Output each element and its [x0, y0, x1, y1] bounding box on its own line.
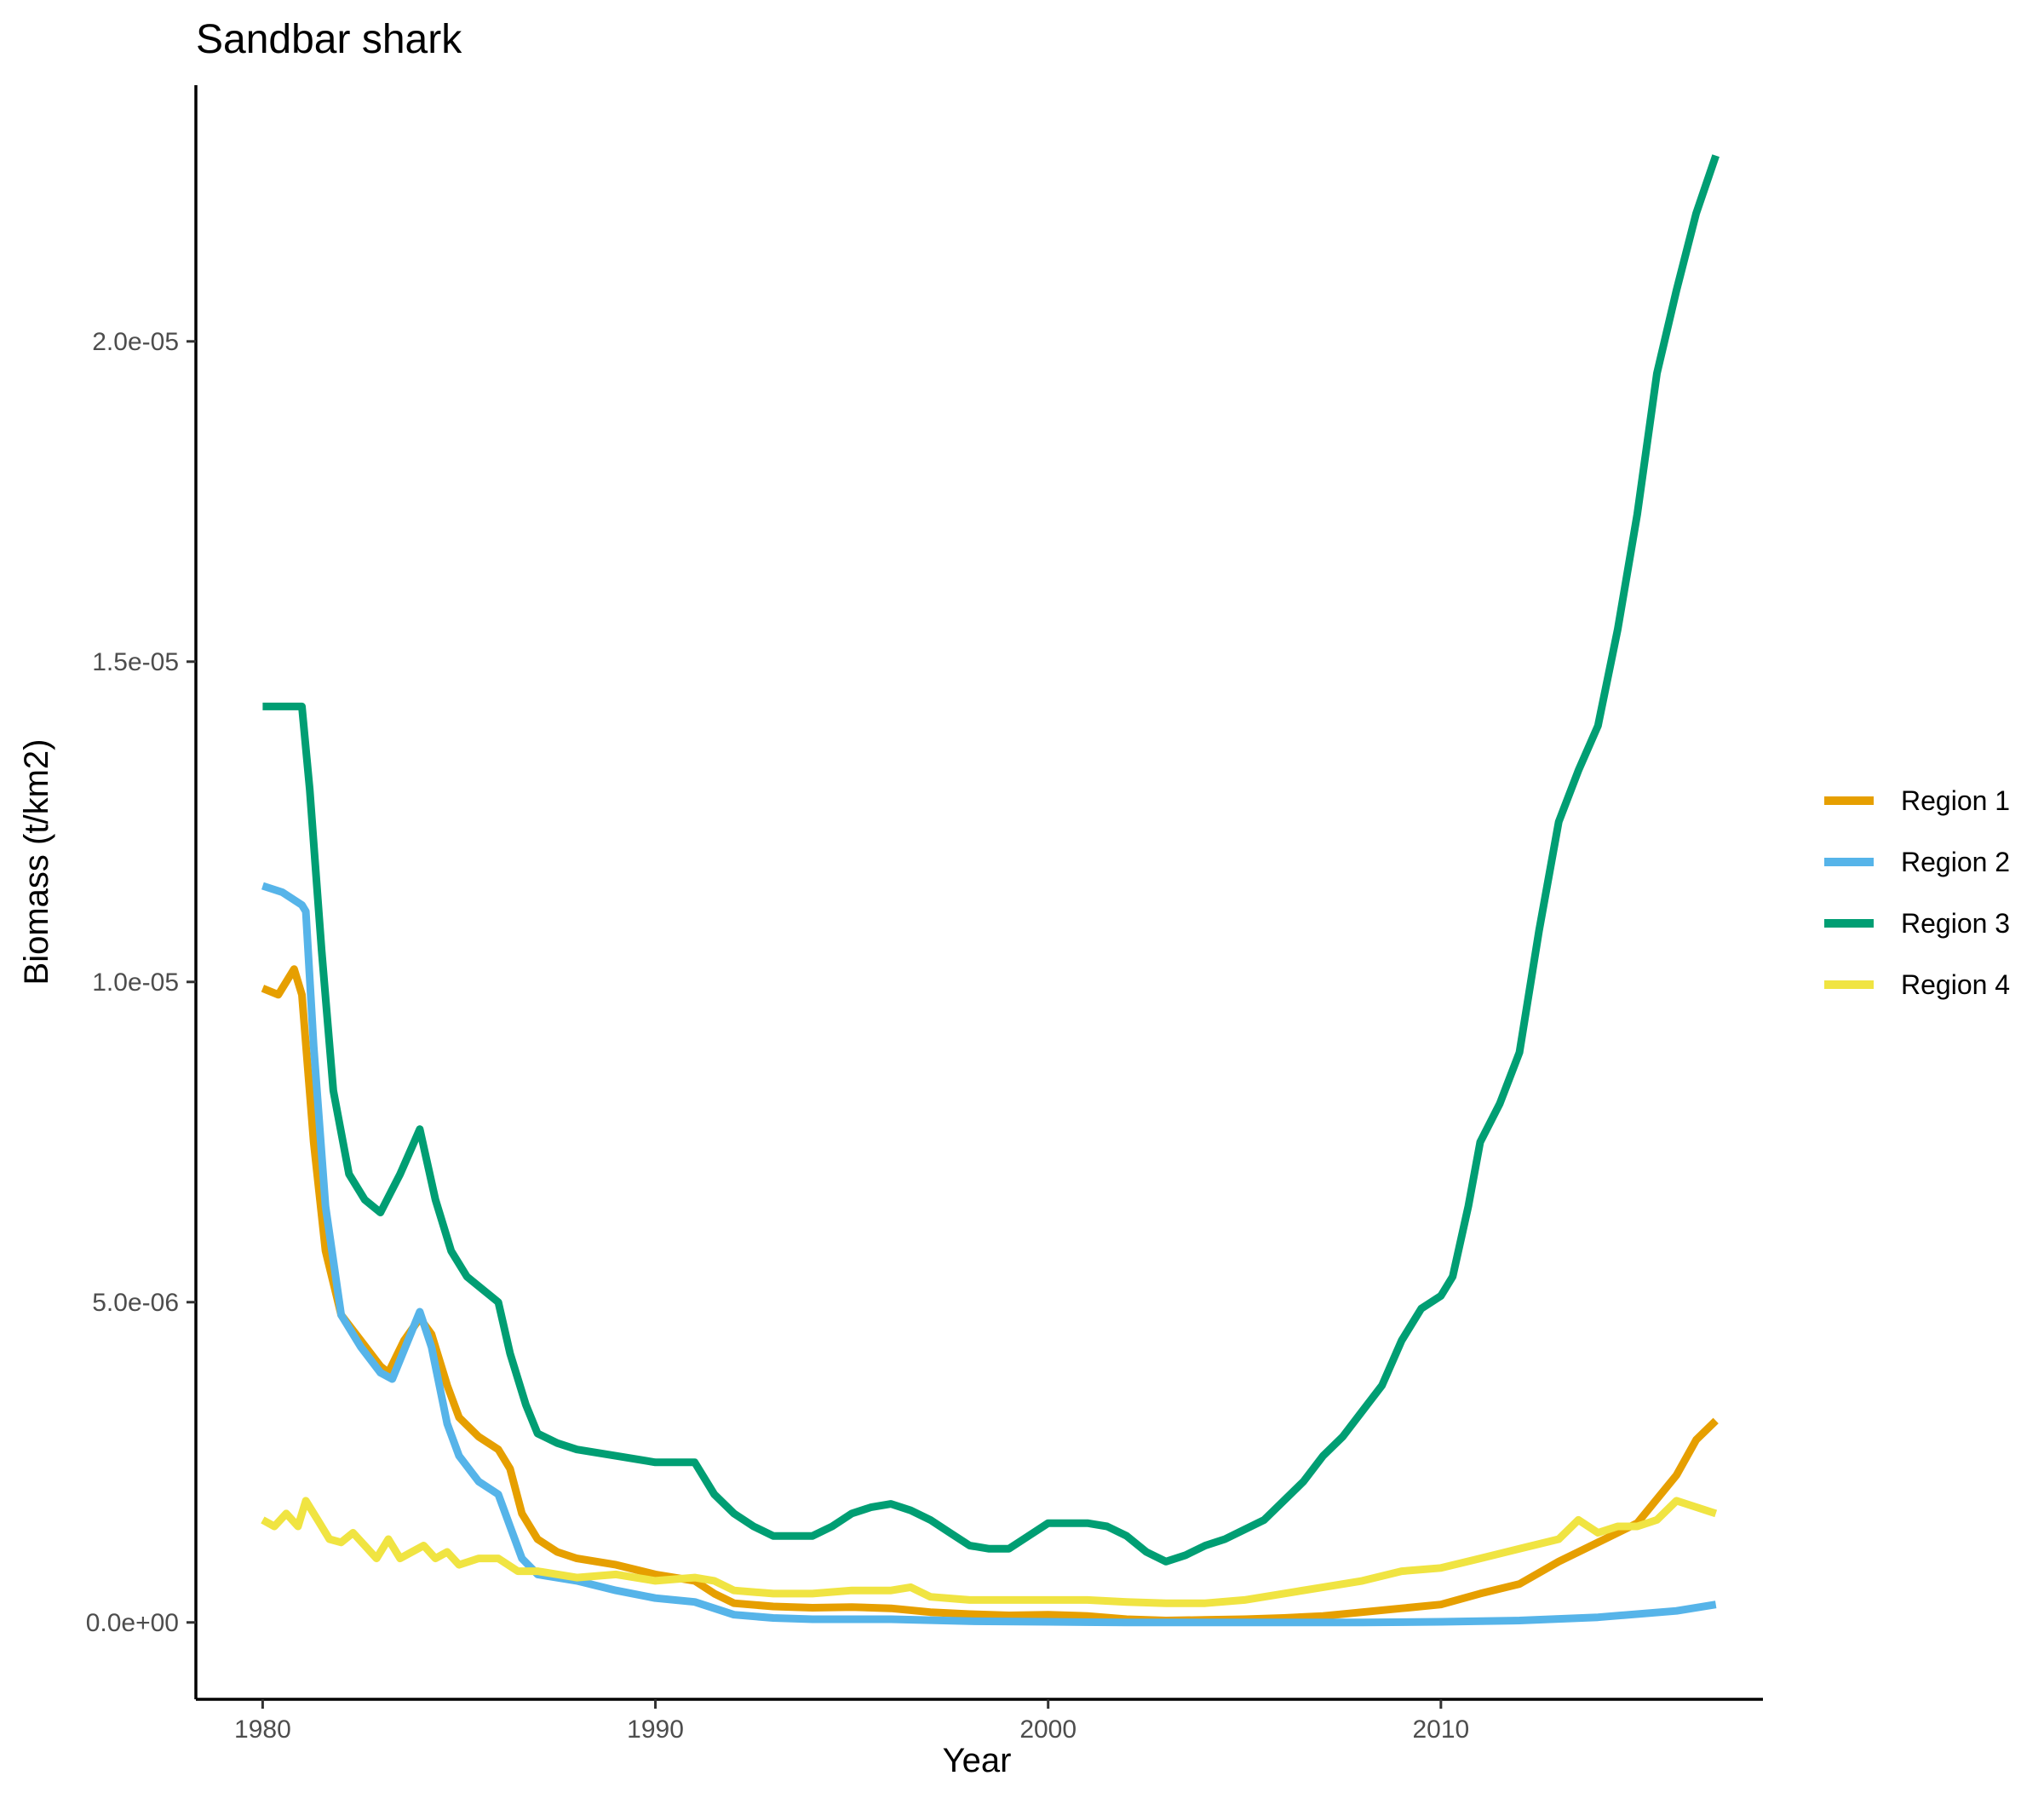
series-line-region-2	[261, 882, 1717, 1627]
series-line-region-1	[261, 965, 1719, 1624]
series-line-region-3	[262, 154, 1720, 1566]
y-tick-label: 2.0e-05	[92, 328, 179, 356]
axes: 1980 1990 2000 2010 0.0e+00 5.0e-06 1.0e-05 1.5…	[86, 85, 1763, 1744]
legend-label-region-2: Region 2	[1901, 847, 2010, 877]
plot-area	[261, 154, 1720, 1627]
legend-label-region-3: Region 3	[1901, 908, 2010, 939]
x-tick-label: 1980	[234, 1715, 291, 1744]
y-axis-title: Biomass (t/km2)	[18, 739, 55, 986]
chart-title: Sandbar shark	[196, 17, 462, 62]
series-line-region-4	[261, 1497, 1718, 1607]
y-tick-label: 1.5e-05	[92, 648, 179, 676]
x-tick-label: 1990	[627, 1715, 684, 1744]
y-tick-label: 5.0e-06	[92, 1289, 179, 1317]
legend-label-region-4: Region 4	[1901, 969, 2010, 1000]
legend-label-region-1: Region 1	[1901, 785, 2010, 816]
legend: Region 1 Region 2 Region 3 Region 4	[1824, 785, 2010, 1000]
x-tick-label: 2010	[1412, 1715, 1469, 1744]
x-axis-title: Year	[943, 1742, 1012, 1779]
x-tick-label: 2000	[1019, 1715, 1077, 1744]
y-tick-label: 1.0e-05	[92, 968, 179, 997]
y-tick-label: 0.0e+00	[86, 1609, 179, 1637]
